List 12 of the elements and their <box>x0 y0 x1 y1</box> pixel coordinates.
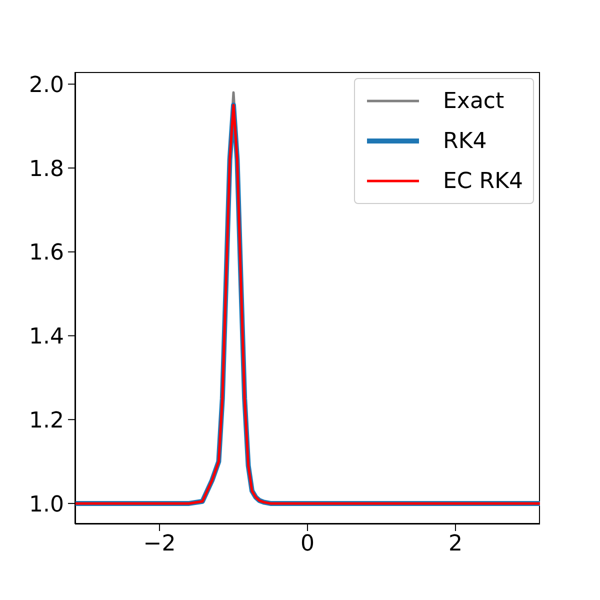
y-tick-label: 2.0 <box>29 72 64 98</box>
x-tick-label: 2 <box>448 532 463 557</box>
x-tick-label: 0 <box>300 532 314 557</box>
x-tick-label: −2 <box>143 532 176 557</box>
y-tick-label: 1.6 <box>29 240 64 266</box>
y-tick-label: 1.2 <box>29 408 64 434</box>
legend-label: RK4 <box>443 128 487 154</box>
y-tick-label: 1.8 <box>29 156 64 182</box>
y-tick-label: 1.0 <box>29 492 64 518</box>
legend-label: Exact <box>443 88 504 114</box>
legend-label: EC RK4 <box>443 168 523 194</box>
y-tick-label: 1.4 <box>29 324 64 350</box>
